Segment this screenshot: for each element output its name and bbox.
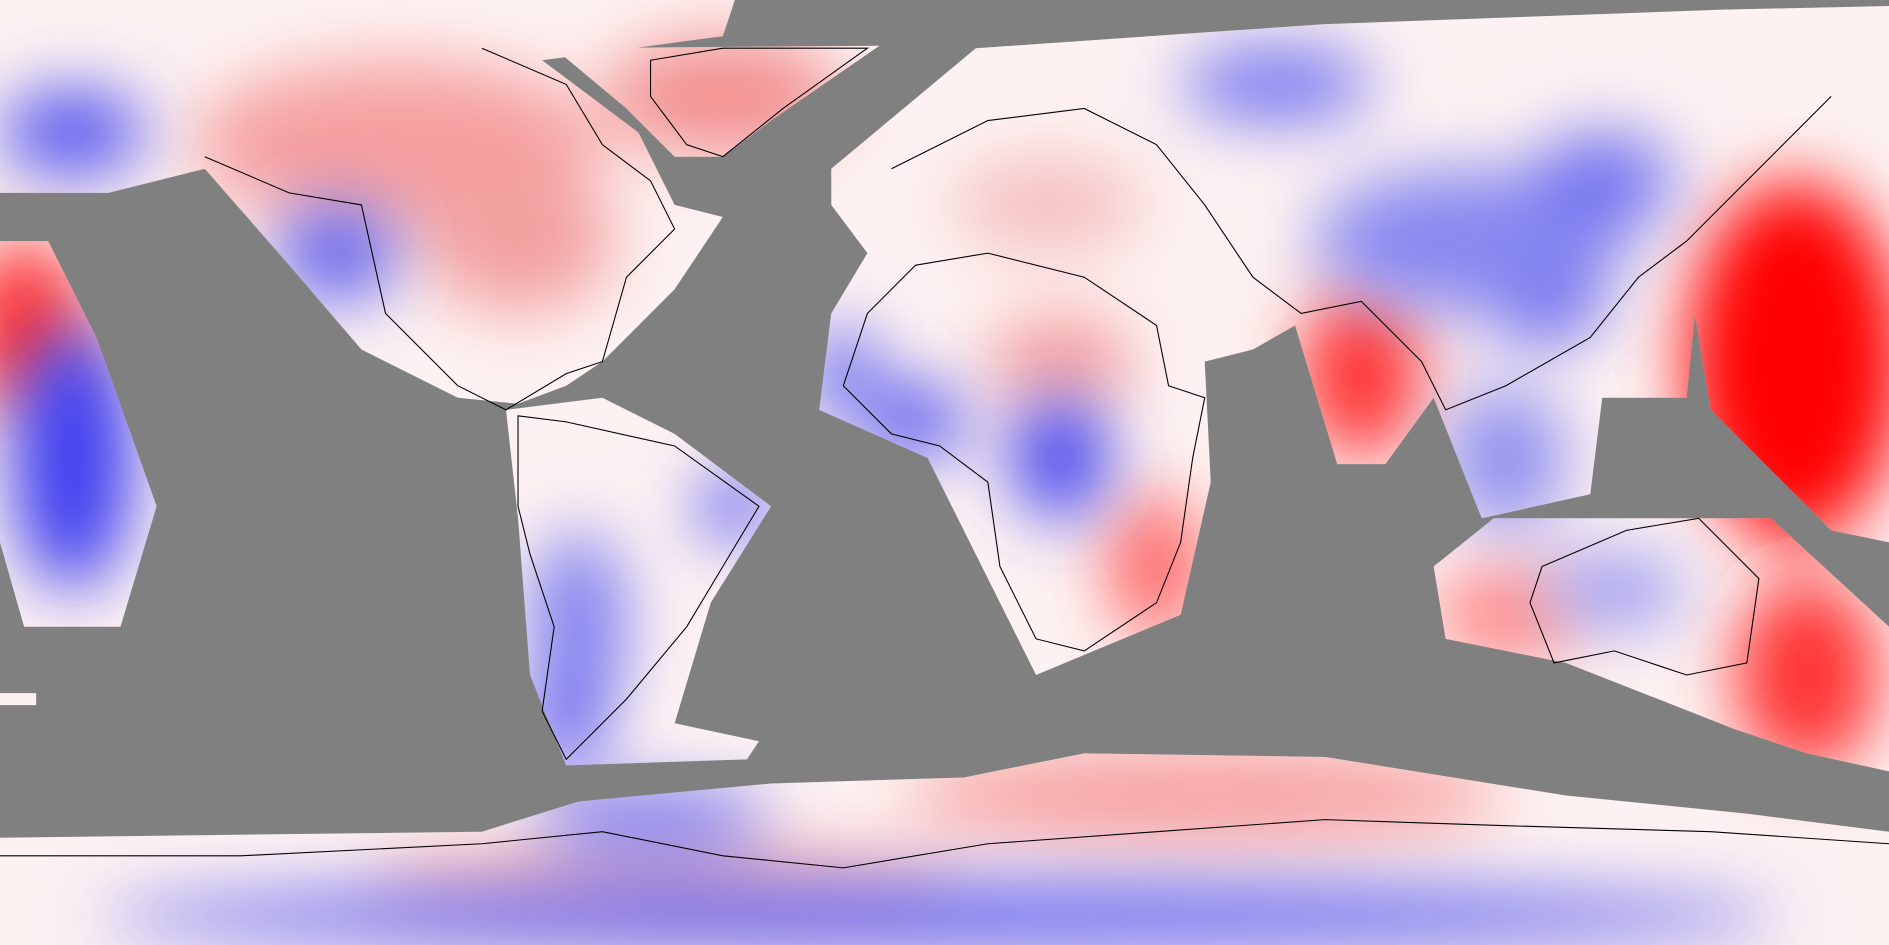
warm-region [903,747,1506,844]
warm-region [951,156,1145,254]
warm-region [1734,578,1880,772]
cool-region [530,789,772,850]
cool-region [96,885,1783,945]
cool-region [277,204,398,302]
coastline [204,47,676,411]
cool-region [1542,554,1687,627]
warm-region [421,168,615,314]
coastline [0,819,1889,869]
coastline [517,415,760,761]
coastline [891,96,1832,411]
cool-region [1011,397,1109,519]
cool-region [0,90,145,175]
cool-region [530,530,627,724]
coastline [842,252,1206,652]
cool-anomalies [0,48,1783,945]
cool-region [1529,132,1675,230]
cool-region [1180,48,1374,121]
warm-region [1108,494,1205,639]
cool-region [1445,385,1567,531]
warm-region [987,313,1133,410]
cool-region [12,325,133,591]
coastline [650,47,870,158]
cool-region [867,385,964,459]
coastlines [0,47,1889,869]
coastline [1529,517,1760,676]
